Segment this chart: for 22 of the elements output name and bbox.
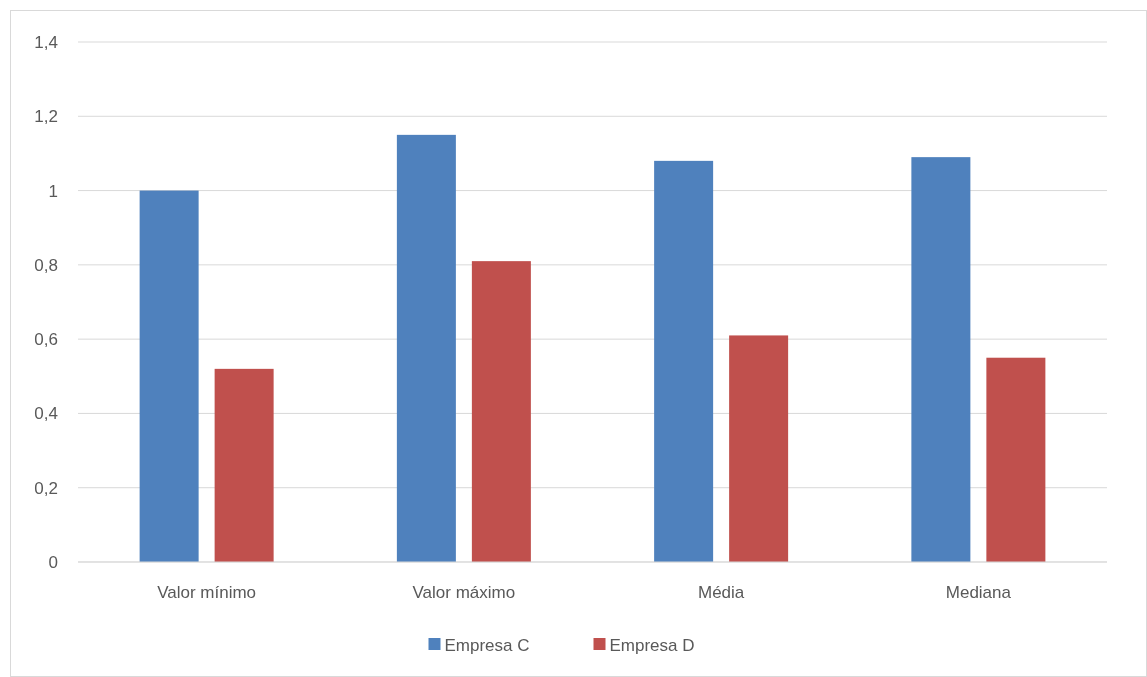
bar — [986, 357, 1046, 562]
bar — [911, 157, 971, 562]
x-tick-label: Valor mínimo — [157, 583, 257, 602]
y-tick-label: 1 — [48, 181, 58, 201]
legend-label: Empresa D — [609, 635, 695, 655]
x-tick-label: Valor máximo — [412, 583, 516, 602]
y-tick-label: 1,2 — [34, 107, 58, 127]
bar — [729, 335, 789, 562]
bar — [396, 134, 456, 562]
bar — [139, 190, 199, 562]
y-tick-label: 0,4 — [34, 404, 58, 424]
y-tick-label: 0 — [48, 552, 58, 572]
x-tick-label: Média — [697, 583, 745, 602]
bar — [214, 368, 274, 562]
legend-label: Empresa C — [444, 635, 530, 655]
y-tick-label: 0,8 — [34, 255, 58, 275]
y-tick-label: 0,2 — [34, 478, 58, 498]
x-tick-label: Mediana — [945, 583, 1012, 602]
y-tick-label: 0,6 — [34, 330, 58, 350]
y-tick-label: 1,4 — [34, 32, 58, 52]
bar — [654, 160, 714, 562]
bar — [471, 261, 531, 562]
